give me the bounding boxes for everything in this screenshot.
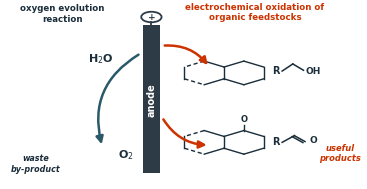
Text: anode: anode: [146, 83, 156, 117]
FancyArrowPatch shape: [163, 119, 204, 148]
FancyArrowPatch shape: [165, 46, 206, 63]
Text: useful
products: useful products: [319, 144, 361, 163]
Text: R: R: [272, 66, 279, 76]
Text: electrochemical oxidation of
organic feedstocks: electrochemical oxidation of organic fee…: [185, 3, 324, 22]
FancyArrowPatch shape: [97, 55, 138, 142]
Text: O: O: [309, 136, 317, 145]
Text: O$_2$: O$_2$: [118, 149, 134, 162]
Text: H$_2$O: H$_2$O: [88, 52, 113, 66]
Text: OH: OH: [305, 67, 320, 76]
Bar: [143, 25, 160, 173]
Text: +: +: [148, 12, 155, 22]
Text: R: R: [272, 137, 279, 147]
Text: oxygen evolution
reaction: oxygen evolution reaction: [20, 5, 105, 24]
Text: O: O: [240, 115, 247, 124]
Text: waste
by-product: waste by-product: [10, 154, 60, 174]
